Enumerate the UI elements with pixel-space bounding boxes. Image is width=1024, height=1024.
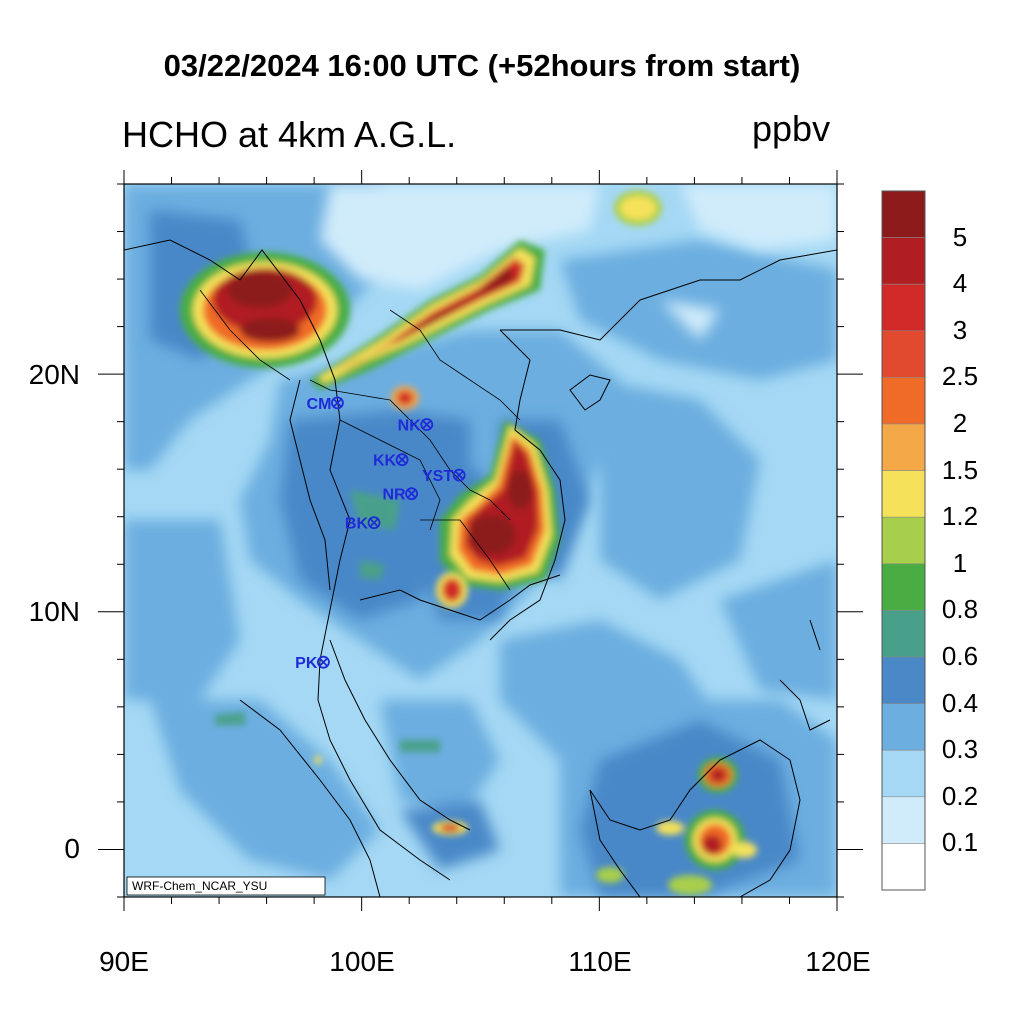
- colorbar-label: 0.2: [941, 780, 979, 811]
- station-label: PK: [295, 655, 318, 672]
- station-cross-icon: [422, 420, 432, 429]
- station-label: NK: [398, 418, 422, 435]
- colorbar-swatch: [881, 610, 926, 658]
- station-marker-icon: [367, 516, 381, 530]
- colorbar-label: 0.3: [941, 734, 979, 765]
- svg-text:WRF-Chem_NCAR_YSU: WRF-Chem_NCAR_YSU: [132, 879, 267, 893]
- model-credit: WRF-Chem_NCAR_YSU: [126, 876, 326, 896]
- station-label: BK: [345, 516, 369, 533]
- station-pk: PK: [295, 655, 330, 672]
- station-marker-icon: [405, 487, 418, 501]
- colorbar-label: 3: [952, 314, 968, 345]
- colorbar: [881, 190, 926, 891]
- y-tick-label: 20N: [28, 359, 80, 390]
- colorbar-frame: [881, 190, 926, 891]
- colorbar-swatch: [881, 516, 926, 565]
- y-tick-label: 10N: [28, 596, 80, 627]
- station-cross-icon: [318, 657, 328, 667]
- station-nk: NK: [398, 418, 434, 435]
- hcho-field: [124, 184, 837, 897]
- colorbar-swatch: [881, 843, 926, 891]
- station-label: CM: [307, 396, 332, 413]
- colorbar-swatch: [881, 423, 926, 471]
- plume-laos-north: [310, 240, 545, 390]
- colorbar-label: 0.1: [941, 827, 979, 858]
- colorbar-label: 4: [952, 268, 968, 299]
- station-yst: YST: [422, 468, 466, 485]
- coastlines: [124, 239, 837, 897]
- colorbar-label: 0.8: [941, 594, 979, 625]
- station-marker-icon: [420, 418, 434, 431]
- station-marker-icon: [452, 468, 466, 482]
- colorbar-label: 0.6: [941, 641, 979, 671]
- chart-title: 03/22/2024 16:00 UTC (+52hours from star…: [163, 48, 801, 83]
- colorbar-swatch: [881, 330, 926, 378]
- colorbar-swatch: [881, 237, 926, 285]
- station-label: NR: [382, 487, 406, 504]
- station-marker-icon: [331, 396, 344, 410]
- plume-laos-small: [391, 386, 419, 410]
- x-tick-label: 110E: [568, 946, 632, 977]
- colorbar-swatch: [881, 563, 926, 611]
- colorbar-swatch: [881, 283, 926, 332]
- colorbar-label: 1: [952, 547, 968, 578]
- colorbar-label: 2: [952, 408, 968, 438]
- colorbar-label: 5: [952, 221, 968, 252]
- plume-cambodia: [440, 420, 560, 590]
- y-tick-label: 0: [64, 833, 80, 864]
- station-cross-icon: [332, 398, 342, 408]
- station-cm: CM: [307, 396, 344, 413]
- x-tick-label: 120E: [805, 946, 871, 977]
- units-label: ppbv: [752, 108, 831, 149]
- colorbar-swatch: [881, 377, 926, 425]
- station-cross-icon: [454, 470, 464, 480]
- colorbar-swatch: [881, 190, 926, 238]
- plot-frame: [123, 183, 838, 898]
- station-cross-icon: [369, 518, 379, 528]
- colorbar-swatch: [881, 656, 926, 704]
- station-marker-icon: [395, 453, 409, 467]
- colorbar-swatch: [881, 470, 926, 518]
- variable-label: HCHO at 4km A.G.L.: [122, 114, 457, 155]
- plume-cambodia-south: [436, 572, 468, 608]
- colorbar-swatch: [881, 796, 926, 844]
- station-cross-icon: [397, 455, 407, 465]
- colorbar-label: 2.5: [941, 361, 979, 392]
- plume-myanmar: [180, 252, 350, 368]
- x-tick-label: 90E: [99, 946, 149, 977]
- plume-south-china: [614, 190, 662, 226]
- colorbar-swatch: [881, 703, 926, 751]
- station-bk: BK: [345, 516, 381, 533]
- axis-ticks: [98, 170, 863, 911]
- station-nr: NR: [382, 487, 418, 504]
- x-tick-label: 100E: [329, 946, 395, 977]
- station-label: KK: [373, 453, 397, 470]
- plume-borneo: [596, 757, 757, 895]
- colorbar-label: 0.4: [941, 687, 979, 718]
- country-borders: [199, 289, 521, 591]
- station-markers: CM NK KK YST NR BK PK: [295, 396, 466, 672]
- station-kk: KK: [373, 453, 409, 470]
- colorbar-swatch: [881, 749, 926, 798]
- colorbar-label: 1.2: [941, 501, 979, 532]
- colorbar-label: 1.5: [941, 454, 979, 485]
- station-label: YST: [422, 468, 453, 485]
- station-marker-icon: [317, 655, 330, 669]
- station-cross-icon: [407, 489, 417, 499]
